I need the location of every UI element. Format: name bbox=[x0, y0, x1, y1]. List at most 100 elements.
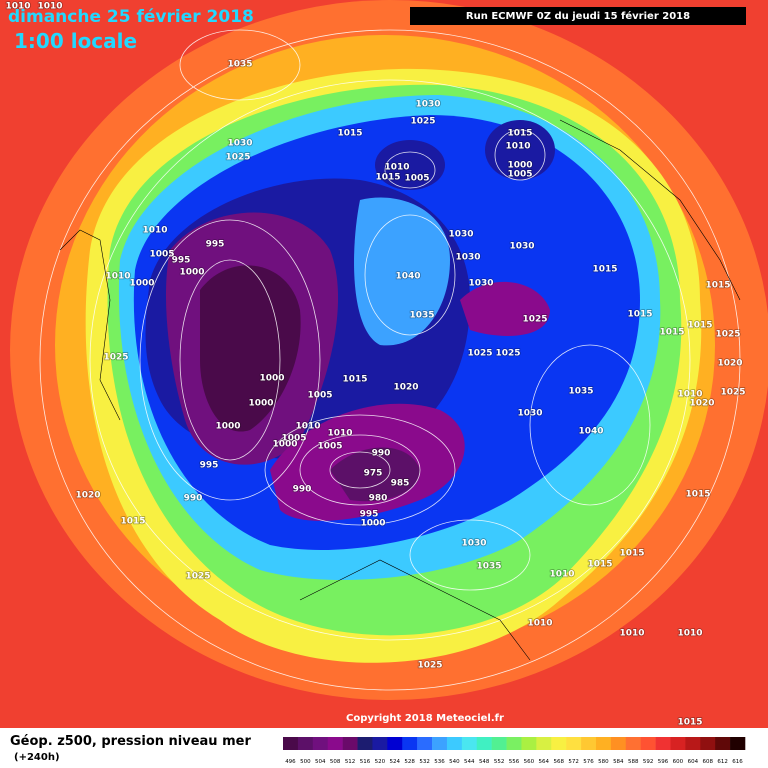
colorbar-label: 536 bbox=[434, 759, 445, 765]
colorbar-swatch bbox=[476, 737, 492, 750]
colorbar-label: 580 bbox=[598, 759, 609, 765]
colorbar-swatch bbox=[536, 737, 552, 750]
isobar-label: 1015 bbox=[507, 129, 532, 139]
isobar-label: 1010 bbox=[549, 570, 574, 580]
colorbar-swatch bbox=[715, 737, 731, 750]
isobar-label: 1015 bbox=[120, 517, 145, 527]
colorbar-label: 608 bbox=[702, 759, 713, 765]
colorbar-label: 564 bbox=[539, 759, 550, 765]
isobar-label: 1010 bbox=[5, 2, 30, 12]
isobar-label: 1005 bbox=[404, 174, 429, 184]
colorbar-label: 612 bbox=[717, 759, 728, 765]
colorbar-label: 556 bbox=[509, 759, 520, 765]
colorbar-swatch bbox=[312, 737, 329, 750]
isobar-label: 1010 bbox=[677, 390, 702, 400]
isobar-label: 1000 bbox=[507, 161, 532, 171]
isobar-label: 1015 bbox=[677, 718, 702, 728]
colorbar-label: 560 bbox=[524, 759, 535, 765]
isobar-label: 1010 bbox=[37, 2, 62, 12]
isobar-label: 1010 bbox=[677, 629, 702, 639]
isobar-label: 1030 bbox=[517, 409, 542, 419]
isobar-label: 1030 bbox=[455, 253, 480, 263]
colorbar-swatch bbox=[342, 737, 358, 750]
colorbar-label: 504 bbox=[315, 759, 326, 765]
colorbar-swatch bbox=[327, 737, 343, 750]
colorbar-label: 548 bbox=[479, 759, 490, 765]
colorbar-label: 592 bbox=[643, 759, 654, 765]
colorbar-swatch bbox=[521, 737, 537, 750]
isobar-label: 1010 bbox=[619, 629, 644, 639]
colorbar-label: 496 bbox=[285, 759, 296, 765]
colorbar-swatch bbox=[402, 737, 418, 750]
copyright: Copyright 2018 Meteociel.fr bbox=[346, 713, 504, 724]
isobar-label: 1015 bbox=[337, 129, 362, 139]
isobar-label: 975 bbox=[364, 469, 383, 479]
isobar-label: 1010 bbox=[105, 272, 130, 282]
isobar-label: 1030 bbox=[461, 539, 486, 549]
colorbar-swatch bbox=[283, 737, 299, 750]
isobar-label: 1015 bbox=[627, 310, 652, 320]
colorbar-swatch bbox=[491, 737, 507, 750]
colorbar-label: 576 bbox=[583, 759, 594, 765]
colorbar-label: 544 bbox=[464, 759, 475, 765]
colorbar-swatch bbox=[297, 737, 314, 750]
isobar-label: 1015 bbox=[687, 321, 712, 331]
isobar-label: 995 bbox=[206, 240, 225, 250]
colorbar-label: 552 bbox=[494, 759, 505, 765]
isobar-label: 1030 bbox=[509, 242, 534, 252]
isobar-label: 1010 bbox=[527, 619, 552, 629]
isobar-label: 1005 bbox=[507, 170, 532, 180]
isobar-label: 1000 bbox=[248, 399, 273, 409]
isobar-label: 1005 bbox=[281, 434, 306, 444]
colorbar-swatch bbox=[581, 737, 597, 750]
isobar-label: 1025 bbox=[417, 661, 442, 671]
colorbar-label: 500 bbox=[300, 759, 311, 765]
isobar-label: 1000 bbox=[129, 279, 154, 289]
colorbar-label: 512 bbox=[345, 759, 356, 765]
colorbar-label: 524 bbox=[390, 759, 401, 765]
colorbar-label: 540 bbox=[449, 759, 460, 765]
isobar-label: 1040 bbox=[578, 427, 603, 437]
isobar-label: 995 bbox=[200, 461, 219, 471]
valid-date: dimanche 25 février 2018 bbox=[8, 7, 254, 27]
isobar-label: 1025 bbox=[225, 153, 250, 163]
field-name: Géop. z500, pression niveau mer bbox=[10, 734, 251, 749]
colorbar-label: 604 bbox=[688, 759, 699, 765]
isobar-label: 1020 bbox=[689, 399, 714, 409]
isobar-label: 1025 bbox=[522, 315, 547, 325]
colorbar-swatch bbox=[595, 737, 612, 750]
isobar-label: 990 bbox=[184, 494, 203, 504]
colorbar-swatch bbox=[685, 737, 701, 750]
colorbar-swatch bbox=[640, 737, 656, 750]
isobar-label: 995 bbox=[172, 256, 191, 266]
isobar-label: 1005 bbox=[149, 250, 174, 260]
isobar-label: 1035 bbox=[227, 60, 252, 70]
isobar-label: 1005 bbox=[317, 442, 342, 452]
colorbar-swatch bbox=[432, 737, 448, 750]
isobar-label: 1025 bbox=[715, 330, 740, 340]
isobar-label: 1015 bbox=[705, 281, 730, 291]
colorbar-swatch bbox=[566, 737, 582, 750]
colorbar-swatch bbox=[387, 737, 403, 750]
run-box bbox=[410, 7, 746, 25]
isobar-label: 1015 bbox=[592, 265, 617, 275]
colorbar-swatch bbox=[417, 737, 433, 750]
colorbar-label: 532 bbox=[419, 759, 430, 765]
colorbar-label: 596 bbox=[658, 759, 669, 765]
isobar-label: 1000 bbox=[179, 268, 204, 278]
isobar-label: 1000 bbox=[360, 519, 385, 529]
isobar-label: 1030 bbox=[468, 279, 493, 289]
isobar-label: 1010 bbox=[327, 429, 352, 439]
isobar-label: 990 bbox=[372, 449, 391, 459]
field bbox=[0, 0, 768, 728]
isobar-label: 1025 bbox=[185, 572, 210, 582]
isobar-label: 1000 bbox=[272, 440, 297, 450]
isobar-label: 995 bbox=[360, 510, 379, 520]
isobar-label: 1015 bbox=[659, 328, 684, 338]
isobar-label: 1030 bbox=[227, 139, 252, 149]
colorbar-swatch bbox=[610, 737, 627, 750]
isobar-label: 985 bbox=[391, 479, 410, 489]
isobar-label: 1040 bbox=[395, 272, 420, 282]
colorbar-label: 520 bbox=[375, 759, 386, 765]
